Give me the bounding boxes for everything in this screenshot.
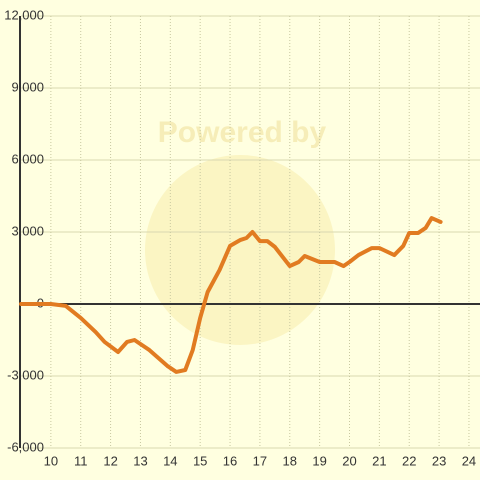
x-tick-label: 24 bbox=[462, 453, 476, 468]
x-tick-label: 22 bbox=[402, 453, 416, 468]
y-tick-label: 12,000 bbox=[4, 7, 44, 22]
x-tick-label: 16 bbox=[223, 453, 237, 468]
x-tick-label: 14 bbox=[163, 453, 177, 468]
y-tick-label: 6,000 bbox=[11, 151, 44, 166]
x-tick-label: 17 bbox=[253, 453, 267, 468]
x-tick-label: 23 bbox=[432, 453, 446, 468]
x-tick-label: 15 bbox=[193, 453, 207, 468]
y-tick-label: -6,000 bbox=[7, 439, 44, 454]
x-tick-label: 13 bbox=[133, 453, 147, 468]
x-tick-label: 18 bbox=[283, 453, 297, 468]
x-tick-label: 20 bbox=[342, 453, 356, 468]
watermark: Powered by bbox=[158, 116, 327, 149]
y-tick-label: 3,000 bbox=[11, 223, 44, 238]
x-tick-label: 12 bbox=[103, 453, 117, 468]
x-tick-label: 11 bbox=[74, 453, 88, 468]
y-tick-label: 9,000 bbox=[11, 79, 44, 94]
data-line bbox=[19, 216, 443, 374]
x-tick-label: 21 bbox=[372, 453, 386, 468]
watermark-logo bbox=[145, 155, 335, 345]
y-tick-label: -3,000 bbox=[7, 367, 44, 382]
x-tick-label: 10 bbox=[44, 453, 58, 468]
x-tick-label: 19 bbox=[312, 453, 326, 468]
